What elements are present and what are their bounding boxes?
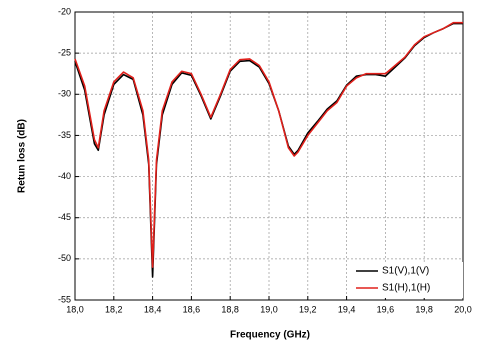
x-tick-label: 19,8 bbox=[415, 304, 433, 314]
x-tick-label: 19,6 bbox=[377, 304, 395, 314]
y-tick-label: -20 bbox=[58, 6, 71, 16]
x-tick-label: 20,0 bbox=[454, 304, 472, 314]
x-tick-label: 18,0 bbox=[66, 304, 84, 314]
x-tick-label: 19,0 bbox=[260, 304, 278, 314]
x-tick-label: 18,6 bbox=[183, 304, 201, 314]
y-tick-label: -35 bbox=[58, 130, 71, 140]
legend-label: S1(H),1(H) bbox=[382, 283, 430, 294]
series-line bbox=[74, 21, 463, 268]
x-tick-label: 18,4 bbox=[144, 304, 162, 314]
plot-frame bbox=[74, 11, 464, 301]
x-tick-label: 19,4 bbox=[338, 304, 356, 314]
y-tick-label: -30 bbox=[58, 89, 71, 99]
x-tick-label: 18,2 bbox=[105, 304, 123, 314]
legend-label: S1(V),1(V) bbox=[382, 266, 429, 277]
legend-box bbox=[352, 262, 463, 298]
y-tick-label: -40 bbox=[58, 171, 71, 181]
x-tick-label: 18,8 bbox=[221, 304, 239, 314]
y-axis-title: Retun loss (dB) bbox=[17, 119, 28, 193]
y-tick-label: -50 bbox=[58, 253, 71, 263]
x-axis-title: Frequency (GHz) bbox=[230, 330, 310, 341]
x-tick-label: 19,2 bbox=[299, 304, 317, 314]
y-tick-label: -55 bbox=[58, 294, 71, 304]
legend: S1(V),1(V) S1(H),1(H) bbox=[352, 262, 463, 298]
y-tick-label: -25 bbox=[58, 48, 71, 58]
y-tick-label: -45 bbox=[58, 212, 71, 222]
